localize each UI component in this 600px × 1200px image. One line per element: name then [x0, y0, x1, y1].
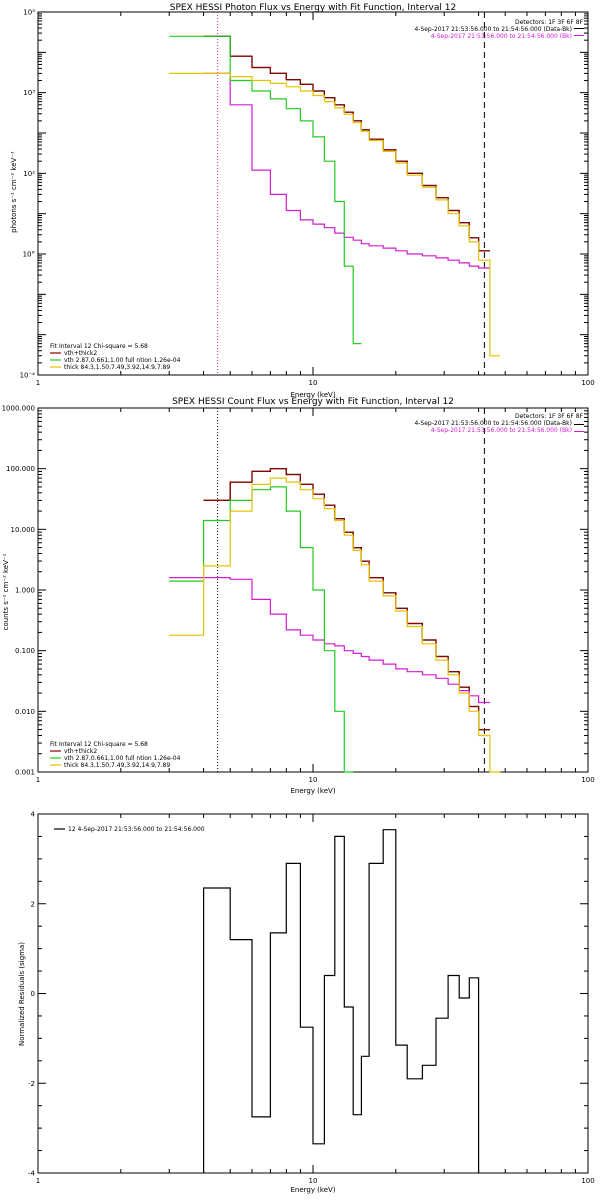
photon-info-data-bk: 4-Sep-2017 21:53:56.000 to 21:54:56.000 … — [414, 26, 572, 33]
photon-legend-entry-2: vth 2.87,0.661,1.00 full ntion 1.26e-04 — [64, 357, 181, 364]
residuals-x-tick-label: 10 — [309, 1177, 318, 1185]
count-y-axis-label: counts s⁻¹ cm⁻² keV⁻¹ — [2, 553, 10, 630]
photon-y-tick-label: 10⁻⁴ — [20, 372, 36, 380]
count-info-data-bk: 4-Sep-2017 21:53:56.000 to 21:54:56.000 … — [414, 420, 572, 427]
count-series-1 — [203, 468, 490, 731]
count-legend-entry-3: thick 84.3,1.50,7.49,3.92,14.9,7.89 — [64, 762, 170, 769]
count-legend-entry-1: vth+thick2 — [64, 748, 97, 755]
photon-y-tick-label: 10⁵ — [23, 9, 35, 17]
count-y-tick-label: 100.000 — [6, 465, 35, 473]
count-series-5 — [169, 477, 501, 773]
photon-flux-panel: SPEX HESSI Photon Flux vs Energy with Fi… — [10, 3, 584, 399]
photon-series-1 — [203, 35, 490, 252]
photon-legend-entry-3: thick 84.3,1.50,7.49,3.92,14.9,7.89 — [64, 364, 170, 371]
count-flux-panel: SPEX HESSI Count Flux vs Energy with Fit… — [2, 397, 584, 795]
photon-x-tick-label: 10 — [309, 379, 318, 387]
count-y-tick-label: 1.000 — [15, 587, 35, 595]
count-detectors-text: Detectors: 1F 3F 6F 8F — [515, 413, 584, 420]
photon-series-2 — [203, 35, 490, 252]
count-series-2 — [203, 468, 490, 731]
count-x-tick-label: 10 — [309, 776, 318, 784]
photon-y-tick-label: 10² — [23, 170, 35, 178]
count-x-tick-label: 1 — [36, 776, 40, 784]
count-x-tick-label: 100 — [581, 776, 594, 784]
count-info-bk: 4-Sep-2017 21:53:56.000 to 21:54:56.000 … — [431, 427, 572, 434]
photon-detectors-text: Detectors: 1F 3F 6F 8F — [515, 19, 584, 26]
count-y-tick-label: 0.001 — [15, 769, 35, 777]
photon-series-3 — [203, 72, 490, 269]
residuals-series-1 — [203, 829, 480, 1173]
photon-legend-header: Fit Interval 12 Chi-square = 5.68 — [50, 343, 148, 350]
count-y-tick-label: 10.000 — [11, 526, 36, 534]
residuals-y-tick-label: -4 — [28, 1170, 36, 1178]
photon-legend-entry-1: vth+thick2 — [64, 350, 97, 357]
photon-plot-frame — [37, 11, 589, 376]
count-y-tick-label: 1000.000 — [2, 405, 35, 413]
residuals-x-tick-label: 1 — [36, 1177, 40, 1185]
count-legend-header: Fit Interval 12 Chi-square = 5.68 — [50, 741, 148, 748]
photon-series-4 — [169, 35, 362, 345]
photon-series-5 — [169, 72, 501, 357]
residuals-panel: Energy (keV) Normalized Residuals (sigma… — [18, 826, 336, 1194]
residuals-x-tick-label: 100 — [581, 1177, 594, 1185]
photon-chart-title: SPEX HESSI Photon Flux vs Energy with Fi… — [170, 3, 456, 13]
residuals-legend-entry: 12 4-Sep-2017 21:53:56.000 to 21:54:56.0… — [68, 826, 205, 833]
photon-info-bk: 4-Sep-2017 21:53:56.000 to 21:54:56.000 … — [431, 33, 572, 40]
count-chart-title: SPEX HESSI Count Flux vs Energy with Fit… — [172, 397, 454, 407]
photon-y-tick-label: 10³ — [23, 89, 35, 97]
residuals-y-tick-label: 0 — [31, 990, 35, 998]
count-y-tick-label: 0.100 — [15, 647, 35, 655]
count-x-axis-label: Energy (keV) — [290, 787, 335, 795]
count-series-4 — [169, 486, 354, 773]
residuals-y-tick-label: 4 — [31, 811, 36, 819]
photon-x-axis-label: Energy (keV) — [290, 391, 335, 399]
photon-y-axis-label: photons s⁻¹ cm⁻² keV⁻¹ — [10, 151, 18, 233]
photon-y-tick-label: 10° — [23, 251, 35, 259]
residuals-y-tick-label: 2 — [31, 900, 35, 908]
count-y-tick-label: 0.010 — [15, 708, 35, 716]
photon-x-tick-label: 100 — [581, 379, 594, 387]
residuals-x-axis-label: Energy (keV) — [290, 1186, 335, 1194]
count-series-3 — [169, 577, 490, 704]
count-legend-entry-2: vth 2.87,0.661,1.00 full ntion 1.26e-04 — [64, 755, 181, 762]
photon-x-tick-label: 1 — [36, 379, 40, 387]
residuals-y-tick-label: -2 — [28, 1080, 35, 1088]
residuals-y-axis-label: Normalized Residuals (sigma) — [18, 942, 26, 1046]
